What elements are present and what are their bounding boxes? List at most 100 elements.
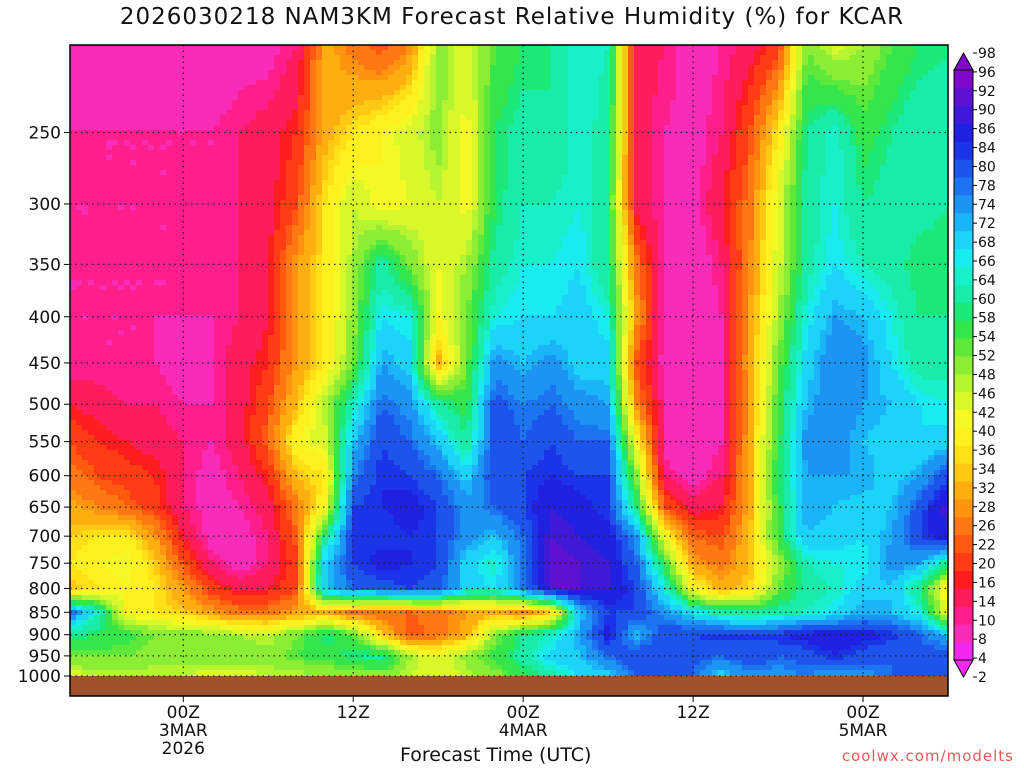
heat-cell (184, 110, 191, 116)
heat-cell (118, 150, 125, 156)
heat-cell (862, 90, 869, 96)
heat-cell (172, 120, 179, 126)
heat-cell (922, 105, 929, 111)
heat-cell (472, 100, 479, 106)
heat-cell (898, 95, 905, 101)
heat-cell (76, 105, 83, 111)
heat-cell (262, 60, 269, 66)
heat-cell (118, 145, 125, 151)
heat-cell (94, 65, 101, 71)
heat-cell (940, 75, 947, 81)
heat-cell (634, 55, 641, 61)
heat-cell (916, 85, 923, 91)
heat-cell (148, 175, 155, 181)
heat-cell (304, 65, 311, 71)
heat-cell (862, 55, 869, 61)
heat-cell (316, 130, 323, 136)
heat-cell (856, 135, 863, 141)
heat-cell (376, 95, 383, 101)
heat-cell (802, 195, 809, 201)
heat-cell (544, 145, 551, 151)
heat-cell (262, 95, 269, 101)
heat-cell (334, 50, 341, 56)
heat-cell (880, 65, 887, 71)
heat-cell (394, 200, 401, 206)
heat-cell (916, 80, 923, 86)
heat-cell (430, 45, 437, 51)
heat-cell (910, 115, 917, 121)
heat-cell (532, 155, 539, 161)
heat-cell (820, 80, 827, 86)
heat-cell (562, 200, 569, 206)
heat-cell (724, 205, 731, 211)
heat-cell (532, 175, 539, 181)
heat-cell (466, 45, 473, 51)
heat-cell (232, 85, 239, 91)
heat-cell (472, 140, 479, 146)
heat-cell (886, 90, 893, 96)
heat-cell (814, 95, 821, 101)
heat-cell (538, 105, 545, 111)
heat-cell (832, 180, 839, 186)
heat-cell (442, 180, 449, 186)
heat-cell (208, 65, 215, 71)
heat-cell (526, 140, 533, 146)
heat-cell (490, 150, 497, 156)
heat-cell (832, 165, 839, 171)
heat-cell (742, 85, 749, 91)
heat-cell (424, 175, 431, 181)
heat-cell (88, 185, 95, 191)
heat-cell (334, 150, 341, 156)
heat-cell (292, 150, 299, 156)
heat-cell (898, 190, 905, 196)
heat-cell (160, 65, 167, 71)
heat-cell (526, 70, 533, 76)
heat-cell (124, 45, 131, 51)
heat-cell (904, 120, 911, 126)
heat-cell (856, 80, 863, 86)
heat-cell (118, 155, 125, 161)
heat-cell (256, 85, 263, 91)
heat-cell (718, 95, 725, 101)
heat-cell (352, 210, 359, 216)
heat-cell (844, 200, 851, 206)
heat-cell (604, 125, 611, 131)
heat-cell (376, 175, 383, 181)
heat-cell (850, 90, 857, 96)
heat-cell (772, 160, 779, 166)
heat-cell (712, 200, 719, 206)
heat-cell (550, 205, 557, 211)
heat-cell (394, 125, 401, 131)
heat-cell (658, 95, 665, 101)
heat-cell (772, 120, 779, 126)
heat-cell (742, 195, 749, 201)
heat-cell (118, 135, 125, 141)
heat-cell (604, 160, 611, 166)
heat-cell (760, 205, 767, 211)
heat-cell (160, 55, 167, 61)
heat-cell (538, 150, 545, 156)
heat-cell (166, 55, 173, 61)
heat-cell (370, 60, 377, 66)
heat-cell (142, 95, 149, 101)
heat-cell (184, 155, 191, 161)
heat-cell (76, 70, 83, 76)
heat-cell (454, 155, 461, 161)
heat-cell (244, 45, 251, 51)
heat-cell (634, 90, 641, 96)
heat-cell (592, 180, 599, 186)
heat-cell (796, 190, 803, 196)
heat-cell (760, 155, 767, 161)
heat-cell (820, 65, 827, 71)
heat-cell (124, 80, 131, 86)
heat-cell (502, 175, 509, 181)
heat-cell (724, 55, 731, 61)
heat-cell (682, 195, 689, 201)
heat-cell (772, 75, 779, 81)
heat-cell (688, 65, 695, 71)
heat-cell (652, 65, 659, 71)
heat-cell (124, 65, 131, 71)
heat-cell (754, 205, 761, 211)
heat-cell (124, 160, 131, 166)
heat-cell (304, 100, 311, 106)
